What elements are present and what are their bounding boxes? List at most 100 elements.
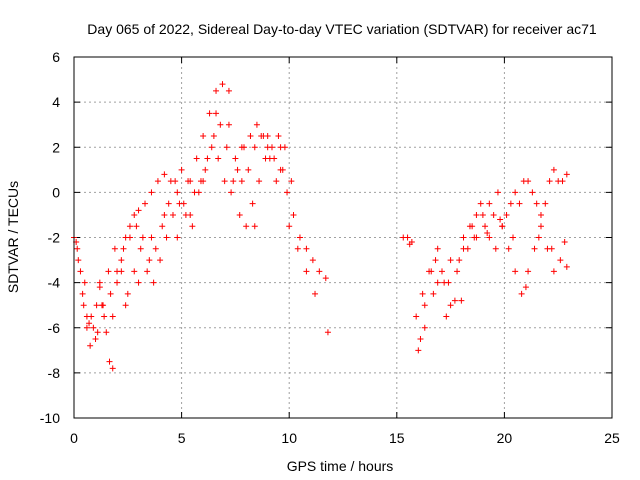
data-point xyxy=(152,245,159,252)
y-tick-label: -2 xyxy=(48,230,61,246)
data-point xyxy=(268,144,275,151)
data-point xyxy=(417,336,424,343)
y-tick-label: -8 xyxy=(48,365,61,381)
x-axis-label: GPS time / hours xyxy=(287,458,394,474)
data-point xyxy=(525,268,532,275)
data-point xyxy=(510,234,517,241)
y-tick-label: 2 xyxy=(52,139,60,155)
data-point xyxy=(187,211,194,218)
data-point xyxy=(525,178,532,185)
data-point xyxy=(438,268,445,275)
x-tick-label: 15 xyxy=(389,430,405,446)
x-tick-label: 10 xyxy=(281,430,297,446)
data-point xyxy=(286,223,293,230)
data-point xyxy=(561,239,568,246)
data-point xyxy=(195,189,202,196)
data-point xyxy=(169,211,176,218)
data-point xyxy=(243,223,250,230)
data-point xyxy=(200,178,207,185)
y-tick-label: -4 xyxy=(48,275,61,291)
data-point xyxy=(189,223,196,230)
series-trace-4 xyxy=(73,87,331,372)
data-point xyxy=(471,234,478,241)
data-point xyxy=(124,290,131,297)
data-point xyxy=(135,279,142,286)
data-point xyxy=(131,211,138,218)
data-point xyxy=(430,290,437,297)
data-point xyxy=(413,313,420,320)
data-point xyxy=(533,200,540,207)
data-point xyxy=(150,279,157,286)
y-tick-label: 0 xyxy=(52,184,60,200)
data-point xyxy=(144,268,151,275)
data-point xyxy=(535,234,542,241)
data-point xyxy=(161,171,168,178)
data-point xyxy=(486,200,493,207)
data-point xyxy=(273,178,280,185)
data-point xyxy=(484,229,491,236)
data-point xyxy=(503,211,510,218)
data-point xyxy=(522,284,529,291)
data-point xyxy=(482,223,489,230)
data-point xyxy=(492,245,499,252)
data-point xyxy=(512,268,519,275)
data-point xyxy=(109,313,116,320)
series-trace-3 xyxy=(79,121,286,343)
chart-title: Day 065 of 2022, Sidereal Day-to-day VTE… xyxy=(87,21,597,37)
data-point xyxy=(279,166,286,173)
data-point xyxy=(92,336,99,343)
data-point xyxy=(176,200,183,207)
x-tick-label: 20 xyxy=(497,430,513,446)
data-point xyxy=(290,211,297,218)
data-point xyxy=(490,211,497,218)
data-point xyxy=(83,324,90,331)
data-point xyxy=(251,223,258,230)
data-point xyxy=(165,200,172,207)
data-point xyxy=(139,234,146,241)
data-point xyxy=(559,178,566,185)
data-point xyxy=(94,329,101,336)
data-point xyxy=(223,144,230,151)
data-point xyxy=(322,275,329,282)
data-point xyxy=(428,268,435,275)
data-point xyxy=(432,257,439,264)
data-point xyxy=(133,223,140,230)
data-point xyxy=(473,211,480,218)
data-point xyxy=(264,132,271,139)
data-point xyxy=(245,166,252,173)
data-point xyxy=(324,329,331,336)
data-point xyxy=(548,245,555,252)
data-point xyxy=(238,144,245,151)
data-point xyxy=(419,290,426,297)
data-point xyxy=(148,189,155,196)
data-point xyxy=(210,132,217,139)
data-point xyxy=(542,200,549,207)
data-point xyxy=(118,268,125,275)
data-point xyxy=(531,245,538,252)
data-point xyxy=(505,245,512,252)
data-point xyxy=(537,223,544,230)
y-tick-label: 4 xyxy=(52,94,60,110)
data-point xyxy=(477,200,484,207)
data-point xyxy=(251,144,258,151)
data-point xyxy=(434,245,441,252)
data-point xyxy=(111,245,118,252)
data-point xyxy=(460,245,467,252)
data-point xyxy=(275,132,282,139)
data-point xyxy=(249,200,256,207)
data-point xyxy=(460,234,467,241)
data-point xyxy=(256,178,263,185)
data-point xyxy=(148,234,155,241)
data-point xyxy=(83,313,90,320)
y-axis-label: SDTVAR / TECUs xyxy=(5,181,21,293)
y-tick-label: 6 xyxy=(52,49,60,65)
data-point xyxy=(288,178,295,185)
data-point xyxy=(415,347,422,354)
data-point xyxy=(77,268,84,275)
data-point xyxy=(486,234,493,241)
data-point xyxy=(80,302,87,309)
data-point xyxy=(466,223,473,230)
data-point xyxy=(253,121,260,128)
x-tick-label: 0 xyxy=(70,430,78,446)
data-point xyxy=(106,358,113,365)
